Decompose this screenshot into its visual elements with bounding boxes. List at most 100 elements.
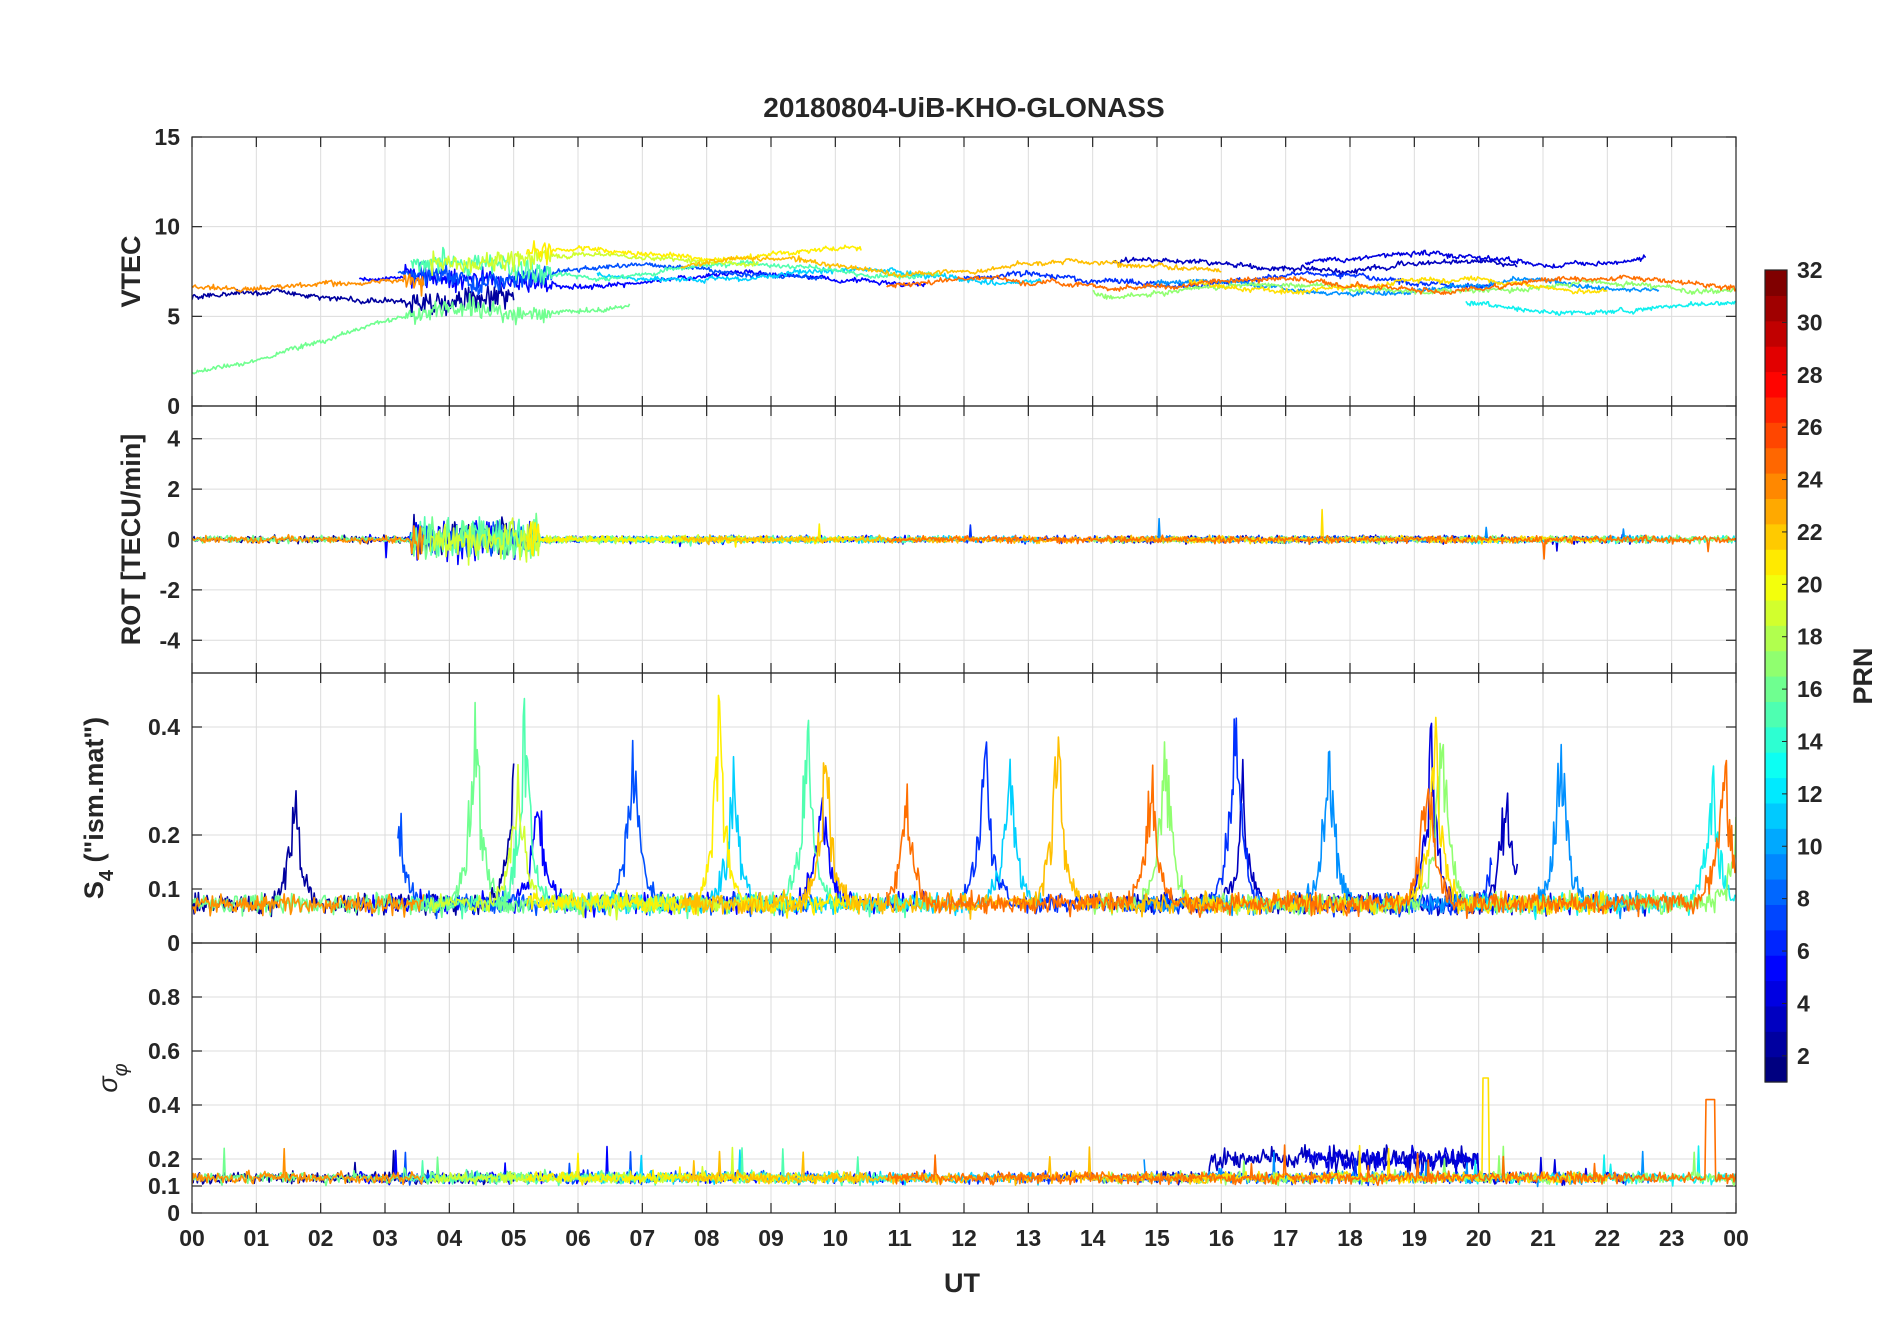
- colorbar-swatch: [1765, 1056, 1787, 1083]
- panel-1-ylabel: VTEC: [116, 235, 146, 307]
- colorbar-swatch: [1765, 295, 1787, 322]
- colorbar-swatch: [1765, 879, 1787, 905]
- x-tick-label: 19: [1402, 1225, 1428, 1251]
- x-tick-label: 18: [1337, 1225, 1363, 1251]
- x-tick-label: 05: [501, 1225, 527, 1251]
- colorbar-swatch: [1765, 473, 1787, 499]
- colorbar-tick-label: 26: [1797, 414, 1823, 440]
- panel-2-prn-25-line: [886, 534, 1736, 560]
- colorbar-swatch: [1765, 549, 1787, 576]
- colorbar-swatch: [1765, 599, 1787, 626]
- colorbar-swatch: [1765, 625, 1787, 652]
- panel-4-ytick-label: 0.6: [148, 1038, 180, 1064]
- colorbar-tick-label: 22: [1797, 519, 1823, 545]
- x-tick-label: 16: [1209, 1225, 1235, 1251]
- x-tick-label: 22: [1595, 1225, 1621, 1251]
- ylabel-subscript: 4: [96, 869, 118, 881]
- colorbar-swatch: [1765, 752, 1787, 779]
- colorbar-swatch: [1765, 523, 1787, 550]
- ylabel-subscript: φ: [110, 1063, 132, 1076]
- colorbar-swatch: [1765, 853, 1787, 880]
- colorbar-swatch: [1765, 498, 1787, 525]
- panel-3-ytick-label: 0: [167, 930, 180, 956]
- ylabel-rest: ("ism.mat"): [79, 717, 109, 870]
- panel-4-ytick-label: 0: [167, 1200, 180, 1226]
- colorbar-swatch: [1765, 574, 1787, 601]
- panel-1-prn-16-line: [1092, 278, 1736, 300]
- chart-title: 20180804-UiB-KHO-GLONASS: [763, 92, 1164, 123]
- x-tick-label: 08: [694, 1225, 720, 1251]
- x-tick-label: 15: [1144, 1225, 1170, 1251]
- colorbar-tick-label: 14: [1797, 728, 1823, 754]
- x-tick-label: 10: [823, 1225, 849, 1251]
- x-tick-label: 07: [630, 1225, 656, 1251]
- colorbar-swatch: [1765, 701, 1787, 728]
- x-tick-label: 13: [1016, 1225, 1042, 1251]
- panel-3-prn-20-line: [525, 694, 862, 919]
- panel-2-prn-24-line: [192, 525, 425, 561]
- panel-1-prn-22-line: [680, 255, 1222, 278]
- colorbar-tick-label: 24: [1797, 467, 1823, 493]
- x-axis: 00 01 02 03 04 05 06 07 08 09 10 11 12 13 14 15 16 17 18 19…: [179, 1225, 1749, 1251]
- panel-2-ytick-label: 0: [167, 527, 180, 553]
- colorbar-swatch: [1765, 1031, 1787, 1058]
- panel-1-prn-12-line: [1465, 300, 1736, 317]
- colorbar-label: PRN: [1848, 647, 1878, 704]
- colorbar-tick-label: 28: [1797, 362, 1823, 388]
- colorbar-swatch: [1765, 396, 1787, 423]
- panel-2: -4 -2 0 2 4 ROT [TECU/min]: [116, 405, 1737, 674]
- x-tick-label: 23: [1659, 1225, 1685, 1251]
- x-tick-label: 14: [1080, 1225, 1106, 1251]
- panel-1-prn-3-line: [1304, 249, 1646, 269]
- panel-4-series: [192, 1077, 1736, 1188]
- ylabel-main: S: [79, 881, 109, 899]
- panel-1-prn-1-line: [192, 285, 515, 318]
- colorbar-swatch: [1765, 346, 1787, 373]
- panel-1-ytick-label: 10: [154, 214, 180, 240]
- colorbar-frame: [1764, 269, 1788, 1083]
- colorbar-swatch: [1765, 955, 1787, 982]
- panel-3-prn-24-line: [192, 892, 425, 918]
- panel-3-ylabel: S4 ("ism.mat"): [79, 717, 118, 899]
- colorbar-swatch: [1765, 929, 1787, 956]
- colorbar-tick-label: 10: [1797, 833, 1823, 859]
- colorbar-swatch: [1765, 676, 1787, 702]
- panel-1: 0 5 10 15 VTEC: [116, 124, 1737, 419]
- x-tick-label: 21: [1530, 1225, 1556, 1251]
- colorbar-swatch: [1765, 802, 1787, 829]
- panel-3-ytick-label: 0.1: [148, 876, 180, 902]
- x-tick-label: 09: [758, 1225, 784, 1251]
- colorbar-swatch: [1765, 904, 1787, 931]
- colorbar-swatch: [1765, 447, 1787, 474]
- panel-4-prn-25-line: [886, 1098, 1736, 1187]
- panel-1-prn-24-line: [192, 273, 425, 297]
- panel-4-prn-24-line: [192, 1147, 425, 1186]
- panel-1-prn-25-line: [886, 274, 1736, 296]
- colorbar-tick-label: 4: [1797, 990, 1810, 1016]
- x-tick-label: 17: [1273, 1225, 1299, 1251]
- x-tick-label: 03: [372, 1225, 398, 1251]
- panel-2-ytick-label: -4: [160, 627, 181, 653]
- colorbar-tick-label: 2: [1797, 1043, 1810, 1069]
- x-tick-label: 06: [565, 1225, 591, 1251]
- panel-1-ytick-label: 15: [154, 124, 180, 150]
- panel-4-ylabel: σφ: [93, 1063, 132, 1092]
- panel-4-prn-16-line: [1092, 1145, 1736, 1187]
- colorbar-swatch: [1765, 270, 1787, 296]
- panel-1-series: [192, 240, 1736, 375]
- colorbar-tick-label: 12: [1797, 781, 1823, 807]
- ylabel-main: σ: [93, 1075, 123, 1093]
- panel-3-ytick-label: 0.4: [148, 714, 180, 740]
- panel-1-prn-20-line: [525, 240, 862, 266]
- colorbar-swatch: [1765, 980, 1787, 1007]
- colorbar-tick-label: 16: [1797, 676, 1823, 702]
- panel-3: 0 0.1 0.2 0.4 S4 ("ism.mat"): [79, 672, 1737, 956]
- colorbar-swatch: [1765, 828, 1787, 855]
- x-axis-label: UT: [944, 1268, 980, 1298]
- colorbar-swatch: [1765, 371, 1787, 398]
- panel-3-prn-15-line: [192, 701, 631, 919]
- colorbar-swatch: [1765, 422, 1787, 449]
- x-tick-label: 12: [951, 1225, 977, 1251]
